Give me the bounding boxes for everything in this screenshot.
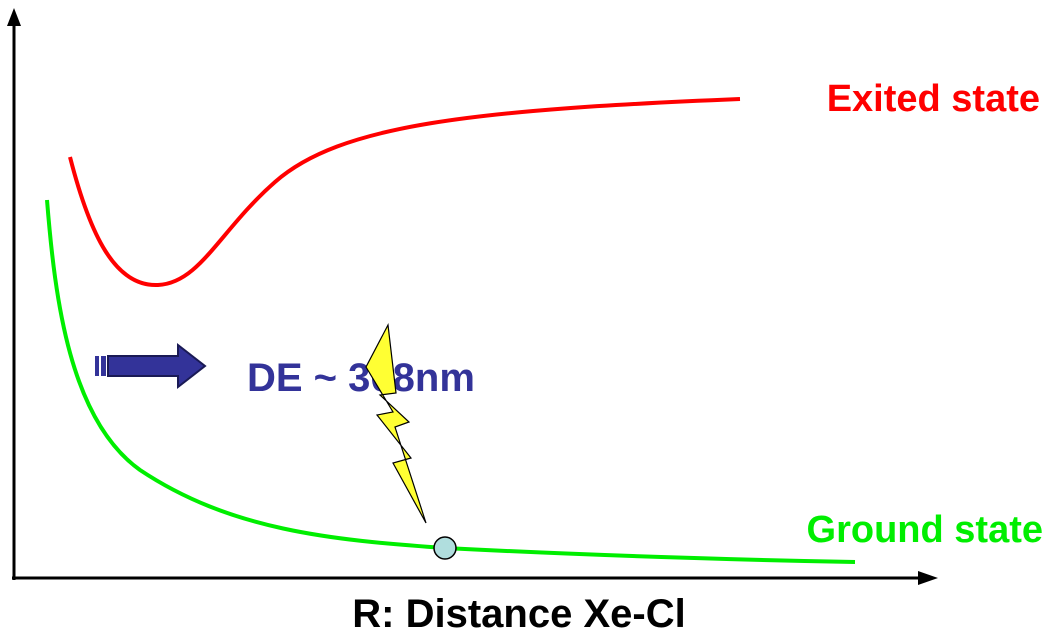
excited-state-curve xyxy=(68,97,741,288)
x-axis-label: R: Distance Xe-Cl xyxy=(352,592,685,635)
transition-label: DE ~ 308nm xyxy=(247,356,475,400)
x-axis-arrowhead xyxy=(918,571,938,585)
lightning-bolt-icon xyxy=(365,323,427,524)
ground-state-label: Ground state xyxy=(807,509,1043,551)
excited-state-label: Exited state xyxy=(827,78,1040,120)
axes xyxy=(7,8,938,585)
y-axis-arrowhead xyxy=(7,8,21,26)
ground-state-marker xyxy=(433,536,457,560)
block-arrow-icon xyxy=(95,342,207,390)
ground-state-curve xyxy=(45,199,856,564)
